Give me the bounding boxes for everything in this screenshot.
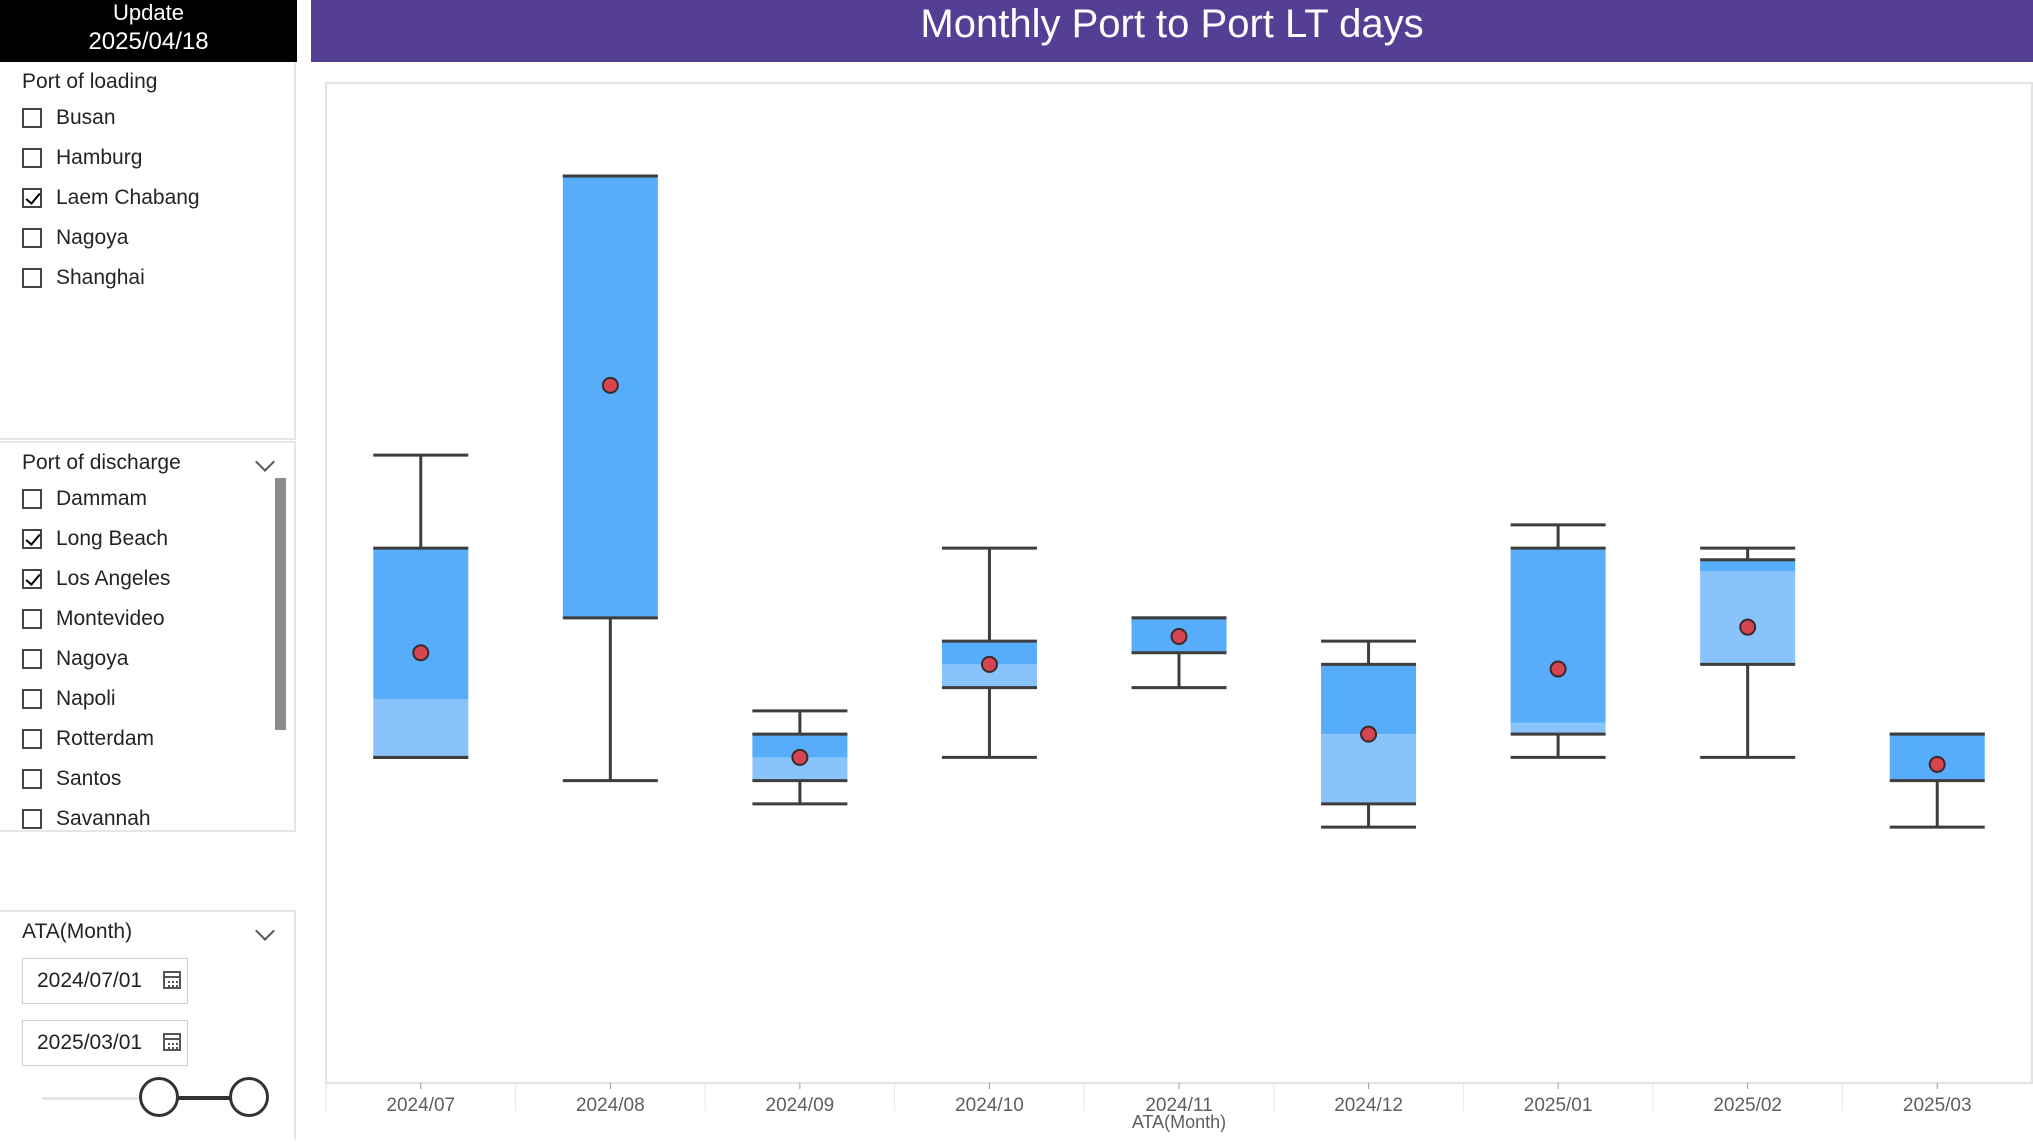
slicer-item-label: Santos <box>56 767 122 790</box>
chevron-down-icon[interactable] <box>255 452 275 472</box>
port-of-discharge-title: Port of discharge <box>22 451 181 474</box>
checkbox[interactable] <box>22 108 42 128</box>
mean-marker <box>1170 627 1188 645</box>
slicer-item-label: Los Angeles <box>56 567 171 590</box>
box-upper <box>373 548 469 700</box>
start-date-input[interactable]: 2024/07/01 <box>22 958 188 1004</box>
x-tick-label: 2024/11 <box>1145 1095 1212 1116</box>
slicer-item[interactable]: Laem Chabang <box>22 184 200 212</box>
x-tick-label: 2024/12 <box>1334 1095 1403 1116</box>
slicer-item[interactable]: Dammam <box>22 485 147 513</box>
box-lower <box>941 664 1037 688</box>
x-axis-title: ATA(Month) <box>1132 1112 1226 1132</box>
mean-marker <box>980 655 998 673</box>
calendar-icon[interactable] <box>163 971 181 989</box>
slicer-item-label: Nagoya <box>56 226 129 249</box>
checkbox[interactable] <box>22 769 42 789</box>
slicer-item[interactable]: Montevideo <box>22 605 165 633</box>
slicer-item-label: Rotterdam <box>56 727 155 750</box>
mean-marker <box>1549 660 1567 678</box>
checkbox[interactable] <box>22 148 42 168</box>
mean-marker <box>1739 618 1757 636</box>
x-tick-label: 2025/02 <box>1713 1095 1782 1116</box>
chevron-down-icon[interactable] <box>255 921 275 941</box>
checkbox-checked[interactable] <box>22 569 42 589</box>
slider-start-handle[interactable] <box>139 1077 179 1117</box>
boxplot-chart: 2024/07 2024/08 2024/09 2024/10 2024/11 2024/… <box>325 82 2033 1132</box>
x-tick-label: 2024/07 <box>386 1095 455 1116</box>
slicer-item[interactable]: Long Beach <box>22 525 168 553</box>
discharge-scrollbar[interactable] <box>275 478 286 730</box>
mean-marker <box>601 376 619 394</box>
slicer-item-label: Napoli <box>56 687 116 710</box>
slicer-item-label: Laem Chabang <box>56 186 200 209</box>
checkbox[interactable] <box>22 729 42 749</box>
checkbox[interactable] <box>22 689 42 709</box>
slicer-item-label: Shanghai <box>56 266 145 289</box>
box-upper <box>1321 664 1417 735</box>
port-of-loading-title: Port of loading <box>22 70 158 93</box>
slicer-item-label: Dammam <box>56 487 148 510</box>
slicer-item[interactable]: Los Angeles <box>22 565 170 593</box>
chart-title: Monthly Port to Port LT days <box>311 0 2033 62</box>
slicer-item-label: Long Beach <box>56 527 169 550</box>
checkbox[interactable] <box>22 268 42 288</box>
end-date-input[interactable]: 2025/03/01 <box>22 1020 188 1066</box>
start-date-value: 2024/07/01 <box>37 969 143 992</box>
ata-month-title: ATA(Month) <box>22 920 133 943</box>
slicer-item[interactable]: Rotterdam <box>22 725 154 753</box>
port-of-loading-slicer: Port of loading Busan Hamburg Laem Chabang… <box>0 62 296 440</box>
slicer-item-label: Montevideo <box>56 607 165 630</box>
box-upper <box>562 176 658 618</box>
update-box: Update 2025/04/18 <box>0 0 297 62</box>
checkbox[interactable] <box>22 228 42 248</box>
box-upper <box>752 734 848 758</box>
box-lower <box>1321 734 1417 804</box>
box-upper <box>941 641 1037 665</box>
slicer-item[interactable]: Napoli <box>22 685 116 713</box>
mean-marker <box>412 644 430 662</box>
box-lower <box>373 699 469 758</box>
checkbox[interactable] <box>22 809 42 829</box>
port-of-discharge-slicer: Port of discharge Dammam Long Beach Los An… <box>0 441 296 832</box>
update-label: Update <box>113 0 184 25</box>
checkbox-checked[interactable] <box>22 188 42 208</box>
box-upper <box>1700 559 1796 572</box>
checkbox[interactable] <box>22 649 42 669</box>
date-slider-range <box>159 1096 249 1100</box>
slicer-item[interactable]: Nagoya <box>22 645 128 673</box>
slicer-item-label: Hamburg <box>56 146 143 169</box>
slicer-item[interactable]: Savannah <box>22 805 151 830</box>
update-date: 2025/04/18 <box>88 28 209 55</box>
checkbox[interactable] <box>22 489 42 509</box>
slicer-item[interactable]: Shanghai <box>22 264 145 292</box>
chart-area: 2024/07 2024/08 2024/09 2024/10 2024/11 2024/… <box>311 62 2033 1140</box>
mean-marker <box>1360 725 1378 743</box>
slicer-item-label: Savannah <box>56 807 151 830</box>
slicer-item-label: Busan <box>56 106 116 129</box>
x-tick-label: 2024/10 <box>955 1095 1024 1116</box>
calendar-icon[interactable] <box>163 1033 181 1051</box>
slicer-item[interactable]: Hamburg <box>22 144 142 172</box>
checkbox-checked[interactable] <box>22 529 42 549</box>
slicer-item[interactable]: Busan <box>22 104 116 132</box>
slicer-item[interactable]: Nagoya <box>22 224 128 252</box>
x-tick-label: 2024/09 <box>766 1095 835 1116</box>
slicer-item-label: Nagoya <box>56 647 129 670</box>
mean-marker <box>791 748 809 766</box>
x-tick-label: 2025/03 <box>1903 1095 1972 1116</box>
slicer-item[interactable]: Santos <box>22 765 121 793</box>
box-lower <box>752 757 848 781</box>
x-tick-label: 2025/01 <box>1524 1095 1593 1116</box>
slider-end-handle[interactable] <box>229 1077 269 1117</box>
end-date-value: 2025/03/01 <box>37 1031 143 1054</box>
x-tick-label: 2024/08 <box>576 1095 645 1116</box>
mean-marker <box>1928 755 1946 773</box>
checkbox[interactable] <box>22 609 42 629</box>
box-upper <box>1510 548 1606 723</box>
box-lower <box>1510 722 1606 735</box>
box-lower <box>1700 571 1796 665</box>
